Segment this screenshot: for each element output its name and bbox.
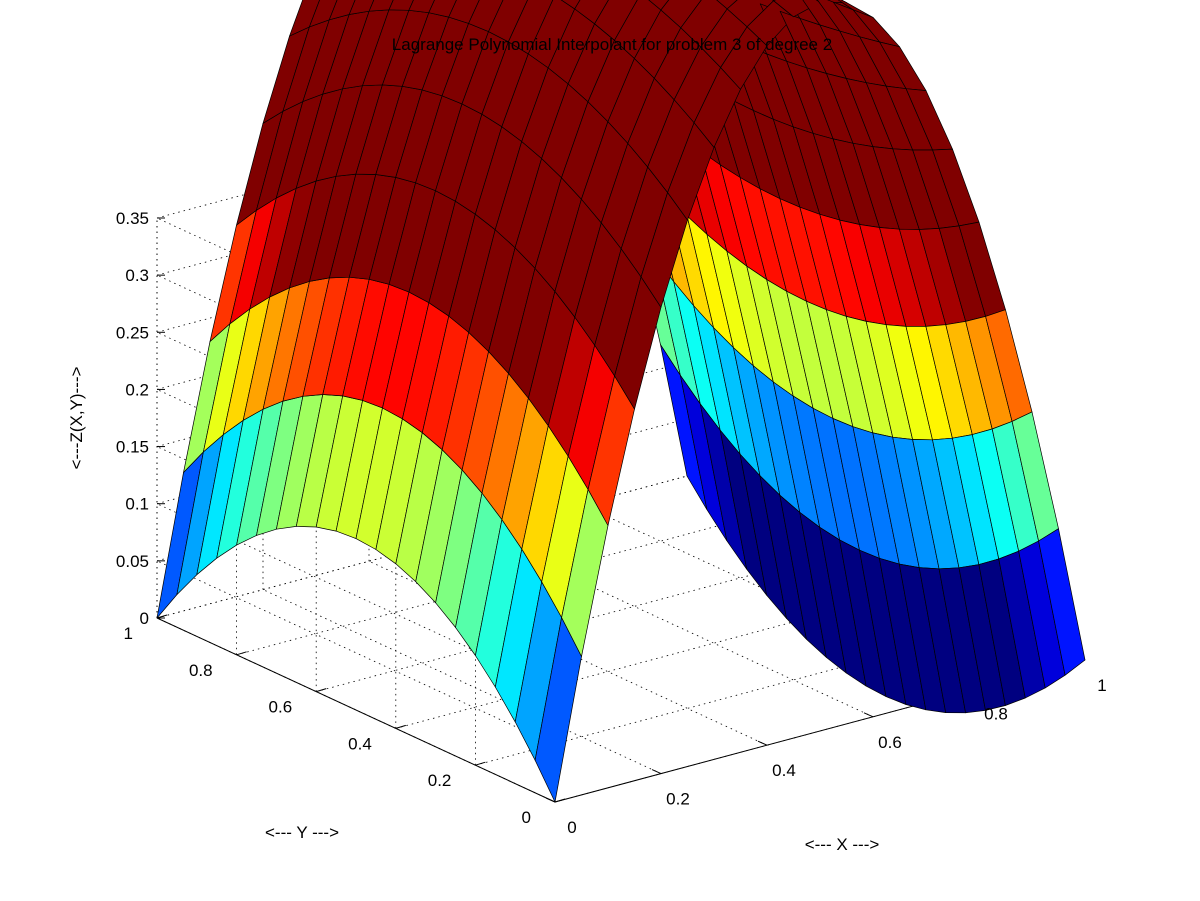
surface-patch xyxy=(388,0,414,11)
y-tick-mark xyxy=(475,761,486,766)
z-tick-label: 0.25 xyxy=(116,323,149,342)
surface-patch xyxy=(348,0,375,15)
y-tick-mark xyxy=(554,798,566,803)
x-axis-label: <--- X ---> xyxy=(805,835,880,854)
x-tick-mark xyxy=(757,740,768,746)
surface-patch xyxy=(468,0,504,32)
x-tick-mark xyxy=(863,712,874,718)
grid-line xyxy=(236,512,767,656)
x-tick-mark xyxy=(651,769,662,775)
z-tick-label: 0.2 xyxy=(125,380,149,399)
surface-patch xyxy=(716,0,738,10)
z-tick-label: 0.3 xyxy=(125,266,149,285)
y-tick-label: 0.4 xyxy=(348,734,372,753)
y-tick-label: 0 xyxy=(522,808,531,827)
x-tick-labels: 0 0.2 0.4 0.6 0.8 1 xyxy=(567,676,1106,837)
x-tick-label: 0 xyxy=(567,818,576,837)
z-tick-label: 0.35 xyxy=(116,209,149,228)
chart-title: Lagrange Polynomial Interpolant for prob… xyxy=(392,35,832,54)
z-tick-label: 0 xyxy=(140,609,149,628)
y-tick-labels: 0 0.2 0.4 0.6 0.8 1 xyxy=(124,624,531,827)
z-tick-label: 0.1 xyxy=(125,495,149,514)
y-tick-mark xyxy=(395,724,406,729)
y-axis-line xyxy=(156,617,556,803)
y-tick-mark xyxy=(316,688,327,693)
x-tick-label: 0.4 xyxy=(772,761,796,780)
surface-patch xyxy=(560,0,581,10)
surface-patch xyxy=(574,0,609,25)
surface-patch xyxy=(428,0,457,18)
surface-patch xyxy=(328,0,356,21)
z-tick-label: 0.05 xyxy=(116,552,149,571)
y-tick-label: 0.2 xyxy=(428,771,452,790)
surface-patch xyxy=(289,0,320,37)
z-axis-label: <---Z(X,Y)---> xyxy=(67,366,86,469)
surface-mesh xyxy=(156,0,1086,803)
y-tick-mark xyxy=(156,614,168,619)
z-tick-labels: 0 0.05 0.1 0.15 0.2 0.25 0.3 0.35 xyxy=(116,209,149,628)
y-tick-label: 0.8 xyxy=(189,661,213,680)
surface-patch xyxy=(448,0,480,24)
surface-patch xyxy=(1038,528,1086,676)
y-tick-label: 1 xyxy=(124,624,133,643)
x-tick-label: 0.8 xyxy=(984,704,1008,723)
x-tick-label: 0.6 xyxy=(878,733,902,752)
surface-patch xyxy=(309,0,338,28)
x-tick-label: 1 xyxy=(1097,676,1106,695)
surface-patch xyxy=(408,0,435,14)
x-tick-label: 0.2 xyxy=(666,790,690,809)
z-tick-label: 0.15 xyxy=(116,438,149,457)
surface-patch xyxy=(368,0,394,12)
y-axis-label: <--- Y ---> xyxy=(265,823,339,842)
x-tick-mark xyxy=(545,797,556,803)
y-tick-mark xyxy=(236,651,247,656)
y-tick-label: 0.6 xyxy=(269,698,293,717)
surface-patch xyxy=(648,0,670,11)
